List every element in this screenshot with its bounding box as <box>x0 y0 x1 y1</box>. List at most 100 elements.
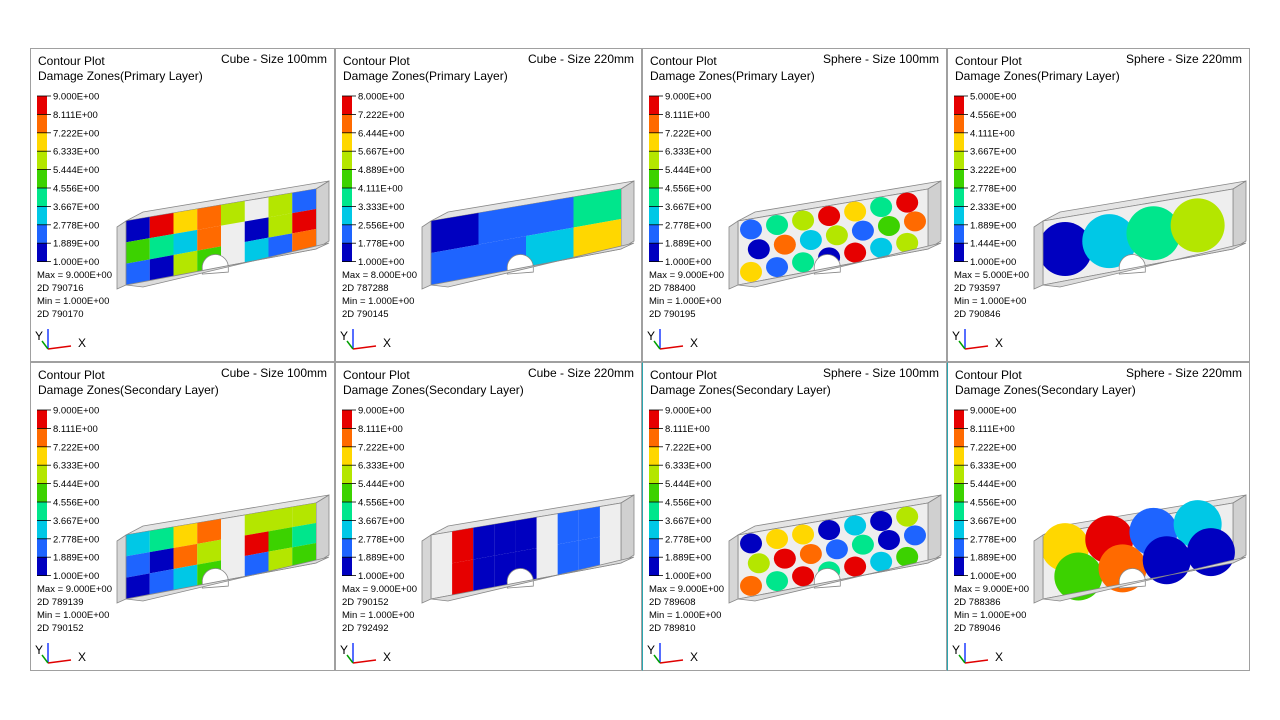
legend-swatch <box>37 206 47 225</box>
legend-label: 8.111E+00 <box>53 424 98 435</box>
legend-label: 4.556E+00 <box>970 498 1016 509</box>
damage-zone <box>896 506 919 527</box>
legend-label: 3.667E+00 <box>53 516 99 527</box>
stat-max: Max = 9.000E+00 <box>649 584 724 595</box>
legend-label: 3.222E+00 <box>970 165 1016 176</box>
viewport-panel[interactable]: Contour Plot Damage Zones(Primary Layer) C… <box>335 48 642 362</box>
legend-label: 9.000E+00 <box>970 406 1016 417</box>
legend-swatch <box>342 243 352 262</box>
damage-cell <box>473 524 495 560</box>
legend-label: 3.667E+00 <box>970 147 1016 158</box>
part-end <box>116 220 127 290</box>
viewport-panel[interactable]: Contour Plot Damage Zones(Primary Layer) S… <box>947 48 1250 362</box>
damage-cell <box>292 209 316 234</box>
legend-label: 4.556E+00 <box>53 184 99 195</box>
legend-swatch <box>954 446 964 466</box>
axis-z <box>346 340 354 350</box>
damage-zone <box>825 539 848 560</box>
part-side <box>620 494 635 564</box>
damage-cell <box>173 523 198 548</box>
part-flange <box>1042 556 1247 602</box>
legend-label: 1.000E+00 <box>970 257 1016 268</box>
legend-swatch <box>954 465 964 484</box>
damage-zone <box>766 214 789 235</box>
plot-title: Contour Plot <box>955 368 1022 382</box>
axis-x <box>352 345 377 350</box>
legend-swatch <box>954 169 964 188</box>
damage-zone <box>766 571 789 592</box>
viewport-panel[interactable]: Contour Plot Damage Zones(Secondary Layer… <box>642 362 947 671</box>
stat-min: Min = 1.000E+00 <box>37 296 109 307</box>
stat-max: Max = 9.000E+00 <box>37 270 112 281</box>
damage-zone <box>903 211 926 232</box>
part <box>728 180 942 290</box>
panel-grid: Contour Plot Damage Zones(Primary Layer) C… <box>30 48 1250 671</box>
legend-swatch <box>342 483 352 502</box>
legend-label: 1.889E+00 <box>53 553 99 564</box>
legend-swatch <box>649 132 659 152</box>
legend-swatch <box>37 483 47 502</box>
legend-swatch <box>37 169 47 188</box>
damage-cell <box>173 209 198 234</box>
part-flange <box>737 556 942 602</box>
damage-cell <box>268 527 293 552</box>
damage-zone <box>870 237 893 258</box>
viewport-panel[interactable]: Contour Plot Damage Zones(Secondary Layer… <box>30 362 335 671</box>
axis-y-label: Y <box>647 643 655 657</box>
legend-swatch <box>37 446 47 466</box>
legend-label: 9.000E+00 <box>53 406 99 417</box>
stat-min-id: 2D 792492 <box>342 623 388 634</box>
damage-cell <box>149 255 174 281</box>
damage-zone <box>1054 552 1103 601</box>
legend-label: 7.222E+00 <box>358 442 404 453</box>
damage-cell <box>173 543 198 569</box>
plot-title: Contour Plot <box>38 368 105 382</box>
damage-zone <box>844 201 867 222</box>
axis-y-label: Y <box>340 329 348 343</box>
damage-cell <box>126 531 150 557</box>
legend-label: 8.111E+00 <box>970 424 1015 435</box>
axis-x <box>47 345 72 350</box>
damage-zone <box>825 225 848 246</box>
legend-swatch <box>342 96 352 115</box>
legend-swatch <box>342 410 352 429</box>
legend-swatch <box>342 538 352 558</box>
axis-x <box>964 659 989 664</box>
legend-label: 9.000E+00 <box>53 92 99 103</box>
part-side <box>620 180 635 250</box>
damage-cell <box>173 564 198 590</box>
axis-y-label: Y <box>35 329 43 343</box>
axis-z <box>41 340 49 350</box>
viewport-panel[interactable]: Contour Plot Damage Zones(Secondary Layer… <box>335 362 642 671</box>
stat-min-id: 2D 789046 <box>954 623 1000 634</box>
legend-label: 1.444E+00 <box>970 239 1016 250</box>
axis-z <box>958 340 966 350</box>
legend-label: 2.333E+00 <box>970 202 1016 213</box>
part-side <box>315 494 330 564</box>
stat-max-id: 2D 787288 <box>342 283 388 294</box>
damage-cell <box>149 569 174 595</box>
legend-swatch <box>37 132 47 152</box>
legend-label: 7.222E+00 <box>665 442 711 453</box>
stat-max-id: 2D 788400 <box>649 283 695 294</box>
part <box>1033 494 1247 604</box>
legend-swatch <box>954 428 964 447</box>
legend-swatch <box>37 114 47 133</box>
legend-swatch <box>37 410 47 429</box>
viewport-panel[interactable]: Contour Plot Damage Zones(Primary Layer) C… <box>30 48 335 362</box>
damage-cell <box>268 193 293 218</box>
legend-swatch <box>649 169 659 188</box>
legend-swatch <box>649 224 659 244</box>
legend-swatch <box>342 114 352 133</box>
viewport-panel[interactable]: Contour Plot Damage Zones(Secondary Layer… <box>947 362 1250 671</box>
legend-label: 8.111E+00 <box>53 110 98 121</box>
viewport-panel[interactable]: Contour Plot Damage Zones(Primary Layer) S… <box>642 48 947 362</box>
legend-swatch <box>954 483 964 502</box>
legend-swatch <box>954 132 964 152</box>
stat-max: Max = 9.000E+00 <box>649 270 724 281</box>
damage-cell <box>197 225 221 251</box>
stat-max: Max = 9.000E+00 <box>954 584 1029 595</box>
damage-zone <box>1170 198 1225 253</box>
axis-y-label: Y <box>647 329 655 343</box>
